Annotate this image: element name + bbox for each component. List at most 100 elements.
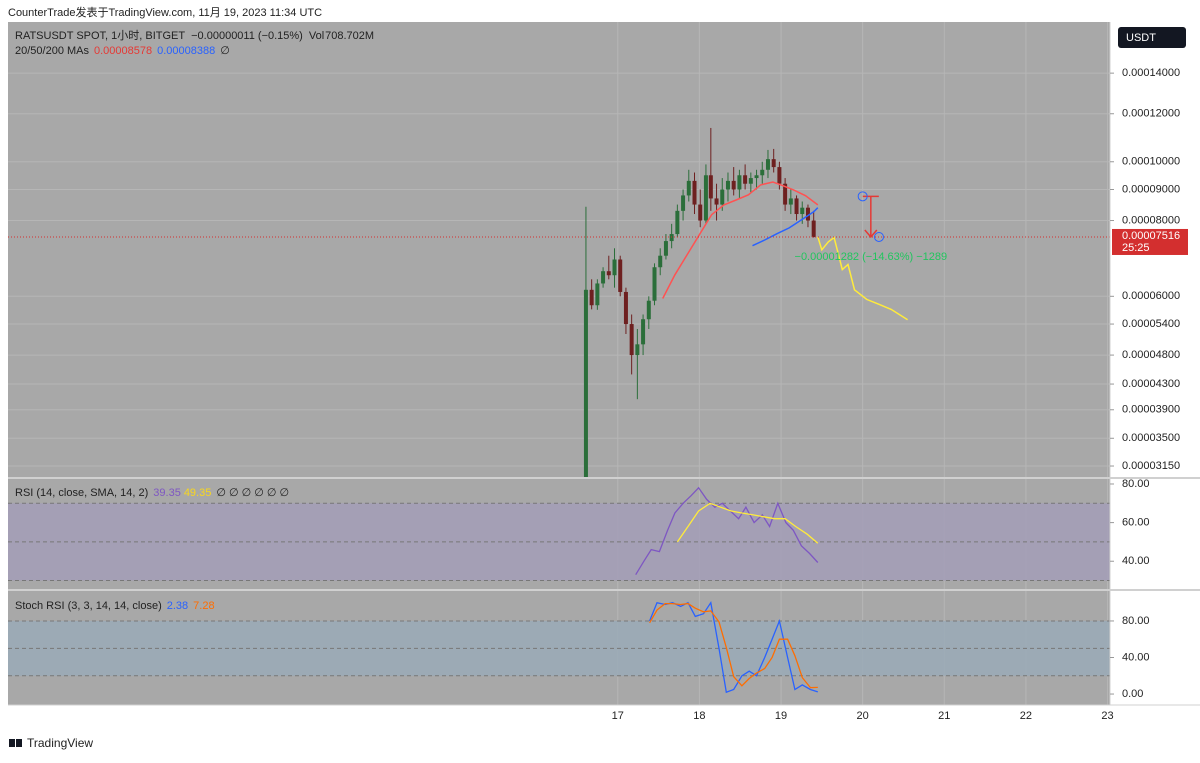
- y-tick-label: 80.00: [1122, 478, 1150, 490]
- candle-body: [686, 180, 691, 196]
- candle-body: [675, 210, 680, 235]
- candle-body: [595, 283, 600, 306]
- candle-body: [748, 178, 753, 184]
- band-fill: [8, 503, 1110, 581]
- indicator-line: [649, 602, 818, 689]
- logo-mark: [16, 739, 22, 747]
- y-tick-label: 0.00003900: [1122, 404, 1180, 416]
- candle-body: [805, 207, 810, 221]
- y-tick-label: 0.00: [1122, 688, 1143, 700]
- candle-body: [743, 175, 748, 184]
- candle-body: [641, 319, 646, 345]
- rsi-sma-value: 49.35: [184, 487, 212, 499]
- candle-body: [692, 180, 697, 205]
- y-tick-label: 40.00: [1122, 651, 1150, 663]
- candle-body: [737, 175, 742, 190]
- candle-body: [714, 198, 719, 205]
- candle-body: [703, 175, 708, 221]
- band-fill: [8, 620, 1110, 676]
- candle-body: [589, 289, 594, 306]
- y-tick-label: 0.00010000: [1122, 156, 1180, 168]
- candle-body: [771, 159, 776, 168]
- x-tick-label: 23: [1101, 710, 1113, 722]
- candle-body: [783, 183, 788, 205]
- measure-label: −0.00001282 (−14.63%) −1289: [795, 251, 948, 263]
- chart-background: [8, 22, 1110, 705]
- y-tick-label: 40.00: [1122, 555, 1150, 567]
- indicator-line: [648, 600, 819, 694]
- y-tick-label: 0.00008000: [1122, 214, 1180, 226]
- rsi-value: 39.35: [153, 487, 181, 499]
- y-tick-label: 0.00006000: [1122, 290, 1180, 302]
- candle-body: [720, 189, 725, 205]
- candle-body: [681, 195, 686, 211]
- candle-body: [623, 291, 628, 325]
- ma200: ∅: [220, 45, 230, 57]
- candle-body: [612, 259, 617, 276]
- x-tick-label: 18: [693, 710, 705, 722]
- measure-point: [873, 231, 884, 242]
- candle-body: [811, 220, 816, 237]
- rsi-na: ∅ ∅ ∅ ∅ ∅ ∅: [216, 487, 289, 499]
- stoch-k: 2.38: [167, 600, 188, 612]
- candle-body: [788, 198, 793, 205]
- candle-body: [777, 167, 782, 184]
- candle-body: [629, 324, 634, 356]
- currency-button[interactable]: [1118, 27, 1186, 48]
- indicator-line: [635, 486, 819, 576]
- y-tick-label: 0.00009000: [1122, 183, 1180, 195]
- pane: [8, 600, 1110, 694]
- candle-body: [794, 198, 799, 215]
- candle-body: [669, 234, 674, 242]
- brand: TradingView: [27, 736, 93, 750]
- candle-body: [731, 180, 736, 190]
- x-tick-label: 20: [857, 710, 869, 722]
- forecast-line: [817, 236, 908, 321]
- y-tick-label: 0.00003500: [1122, 432, 1180, 444]
- x-tick-label: 22: [1020, 710, 1032, 722]
- y-tick-label: 0.00005400: [1122, 318, 1180, 330]
- y-tick-label: 0.00003150: [1122, 460, 1180, 472]
- price-scale: [1110, 22, 1200, 705]
- candle-body: [754, 175, 759, 179]
- y-tick-label: 0.00012000: [1122, 108, 1180, 120]
- candle-body: [606, 271, 611, 276]
- x-tick-label: 19: [775, 710, 787, 722]
- measure-head: [864, 229, 878, 239]
- candle-body: [698, 204, 703, 221]
- logo-mark: [9, 739, 15, 747]
- candle-body: [765, 159, 770, 170]
- stoch-title: Stoch RSI (3, 3, 14, 14, close): [15, 600, 162, 612]
- candle-body: [601, 271, 606, 284]
- candle-body: [635, 344, 640, 356]
- candle-body: [583, 289, 588, 478]
- indicator-line: [676, 502, 819, 544]
- change: −0.00000011 (−0.15%): [191, 30, 303, 42]
- pane: [8, 486, 1110, 582]
- last-price-tag: [1112, 228, 1188, 255]
- measure-point: [857, 191, 868, 202]
- stoch-d: 7.28: [193, 600, 214, 612]
- countdown: 25:25: [1122, 242, 1150, 254]
- x-tick-label: 21: [938, 710, 950, 722]
- last-price-label: 0.00007516: [1122, 230, 1180, 242]
- candle-body: [663, 241, 668, 256]
- logo: TradingView: [9, 736, 93, 750]
- ma20: 0.00008578: [94, 45, 152, 57]
- vol: 708.702M: [325, 30, 374, 42]
- ma50: 0.00008388: [157, 45, 215, 57]
- rsi-legend: RSI (14, close, SMA, 14, 2) 39.35 49.35 ∅ ∅…: [15, 487, 289, 499]
- currency-label[interactable]: USDT: [1126, 32, 1156, 44]
- y-tick-label: 0.00004300: [1122, 378, 1180, 390]
- rsi-title: RSI (14, close, SMA, 14, 2): [15, 487, 148, 499]
- candle-body: [618, 259, 623, 292]
- stoch-legend: Stoch RSI (3, 3, 14, 14, close) 2.38 7.28: [15, 600, 215, 612]
- candle-body: [652, 267, 657, 301]
- symbol: RATSUSDT SPOT, 1小时, BITGET −0.00000011 (−…: [15, 29, 374, 42]
- y-tick-label: 60.00: [1122, 517, 1150, 529]
- candle-body: [760, 169, 765, 176]
- vol-label: Vol: [309, 30, 324, 42]
- symbol-name: RATSUSDT SPOT, 1小时, BITGET: [15, 29, 185, 42]
- moving-average: [752, 207, 819, 247]
